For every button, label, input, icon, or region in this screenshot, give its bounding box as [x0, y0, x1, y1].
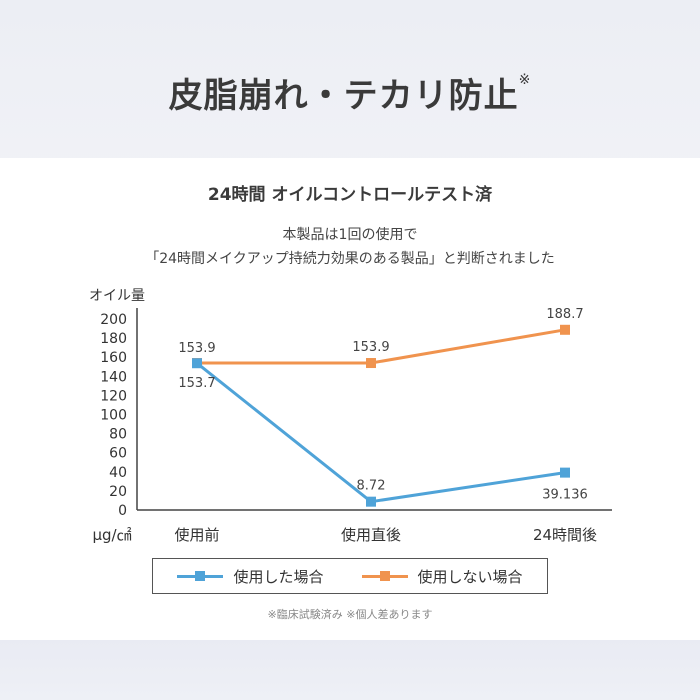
y-tick-label: 200	[100, 312, 127, 328]
x-tick-label: 24時間後	[533, 526, 597, 544]
y-tick-label: 120	[100, 388, 127, 404]
legend-label-used: 使用した場合	[233, 567, 324, 586]
bottom-band	[0, 640, 700, 700]
headline-text: 皮脂崩れ・テカリ防止	[168, 76, 519, 116]
data-label-0-2: 39.136	[542, 488, 588, 503]
y-tick-label: 100	[100, 408, 127, 424]
data-point-1-1	[366, 358, 376, 369]
legend-marker-used	[177, 570, 224, 582]
y-tick-label: 20	[109, 484, 127, 500]
footnote: ※臨床試験済み ※個人差あります	[267, 608, 433, 621]
legend-item-not-used: 使用しない場合	[361, 566, 523, 587]
y-tick-label: 40	[109, 465, 127, 481]
data-label-1-2: 188.7	[546, 307, 583, 322]
legend-marker-not-used	[361, 570, 408, 582]
y-tick-label: 80	[109, 427, 127, 443]
y-axis-label: オイル量	[89, 288, 145, 304]
x-tick-label: 使用前	[174, 526, 219, 544]
x-unit-label: μg/㎠	[92, 526, 131, 544]
data-point-0-2	[560, 467, 570, 478]
y-tick-label: 180	[100, 331, 127, 347]
y-tick-label: 160	[100, 350, 127, 366]
data-point-0-1	[366, 496, 376, 507]
description-line-2: 「24時間メイクアップ持続力効果のある製品」と判断されました	[145, 251, 555, 267]
chart-legend: 使用した場合 使用しない場合	[152, 558, 548, 594]
headline-mark: ※	[518, 72, 532, 88]
data-point-1-2	[560, 324, 570, 335]
data-label-0-0: 153.7	[178, 376, 215, 391]
data-label-1-1: 153.9	[352, 340, 389, 355]
data-point-0-0	[192, 358, 202, 369]
data-label-1-0: 153.9	[178, 341, 215, 356]
data-label-0-1: 8.72	[357, 479, 386, 494]
y-tick-label: 140	[100, 369, 127, 385]
description-line-1: 本製品は1回の使用で	[282, 227, 418, 243]
test-title: 24時間 オイルコントロールテスト済	[207, 185, 493, 205]
page-headline: 皮脂崩れ・テカリ防止※	[0, 68, 700, 117]
legend-item-used: 使用した場合	[177, 566, 324, 587]
legend-label-not-used: 使用しない場合	[417, 567, 523, 586]
y-tick-label: 60	[109, 446, 127, 462]
y-tick-label: 0	[118, 503, 127, 519]
x-tick-label: 使用直後	[341, 526, 401, 544]
